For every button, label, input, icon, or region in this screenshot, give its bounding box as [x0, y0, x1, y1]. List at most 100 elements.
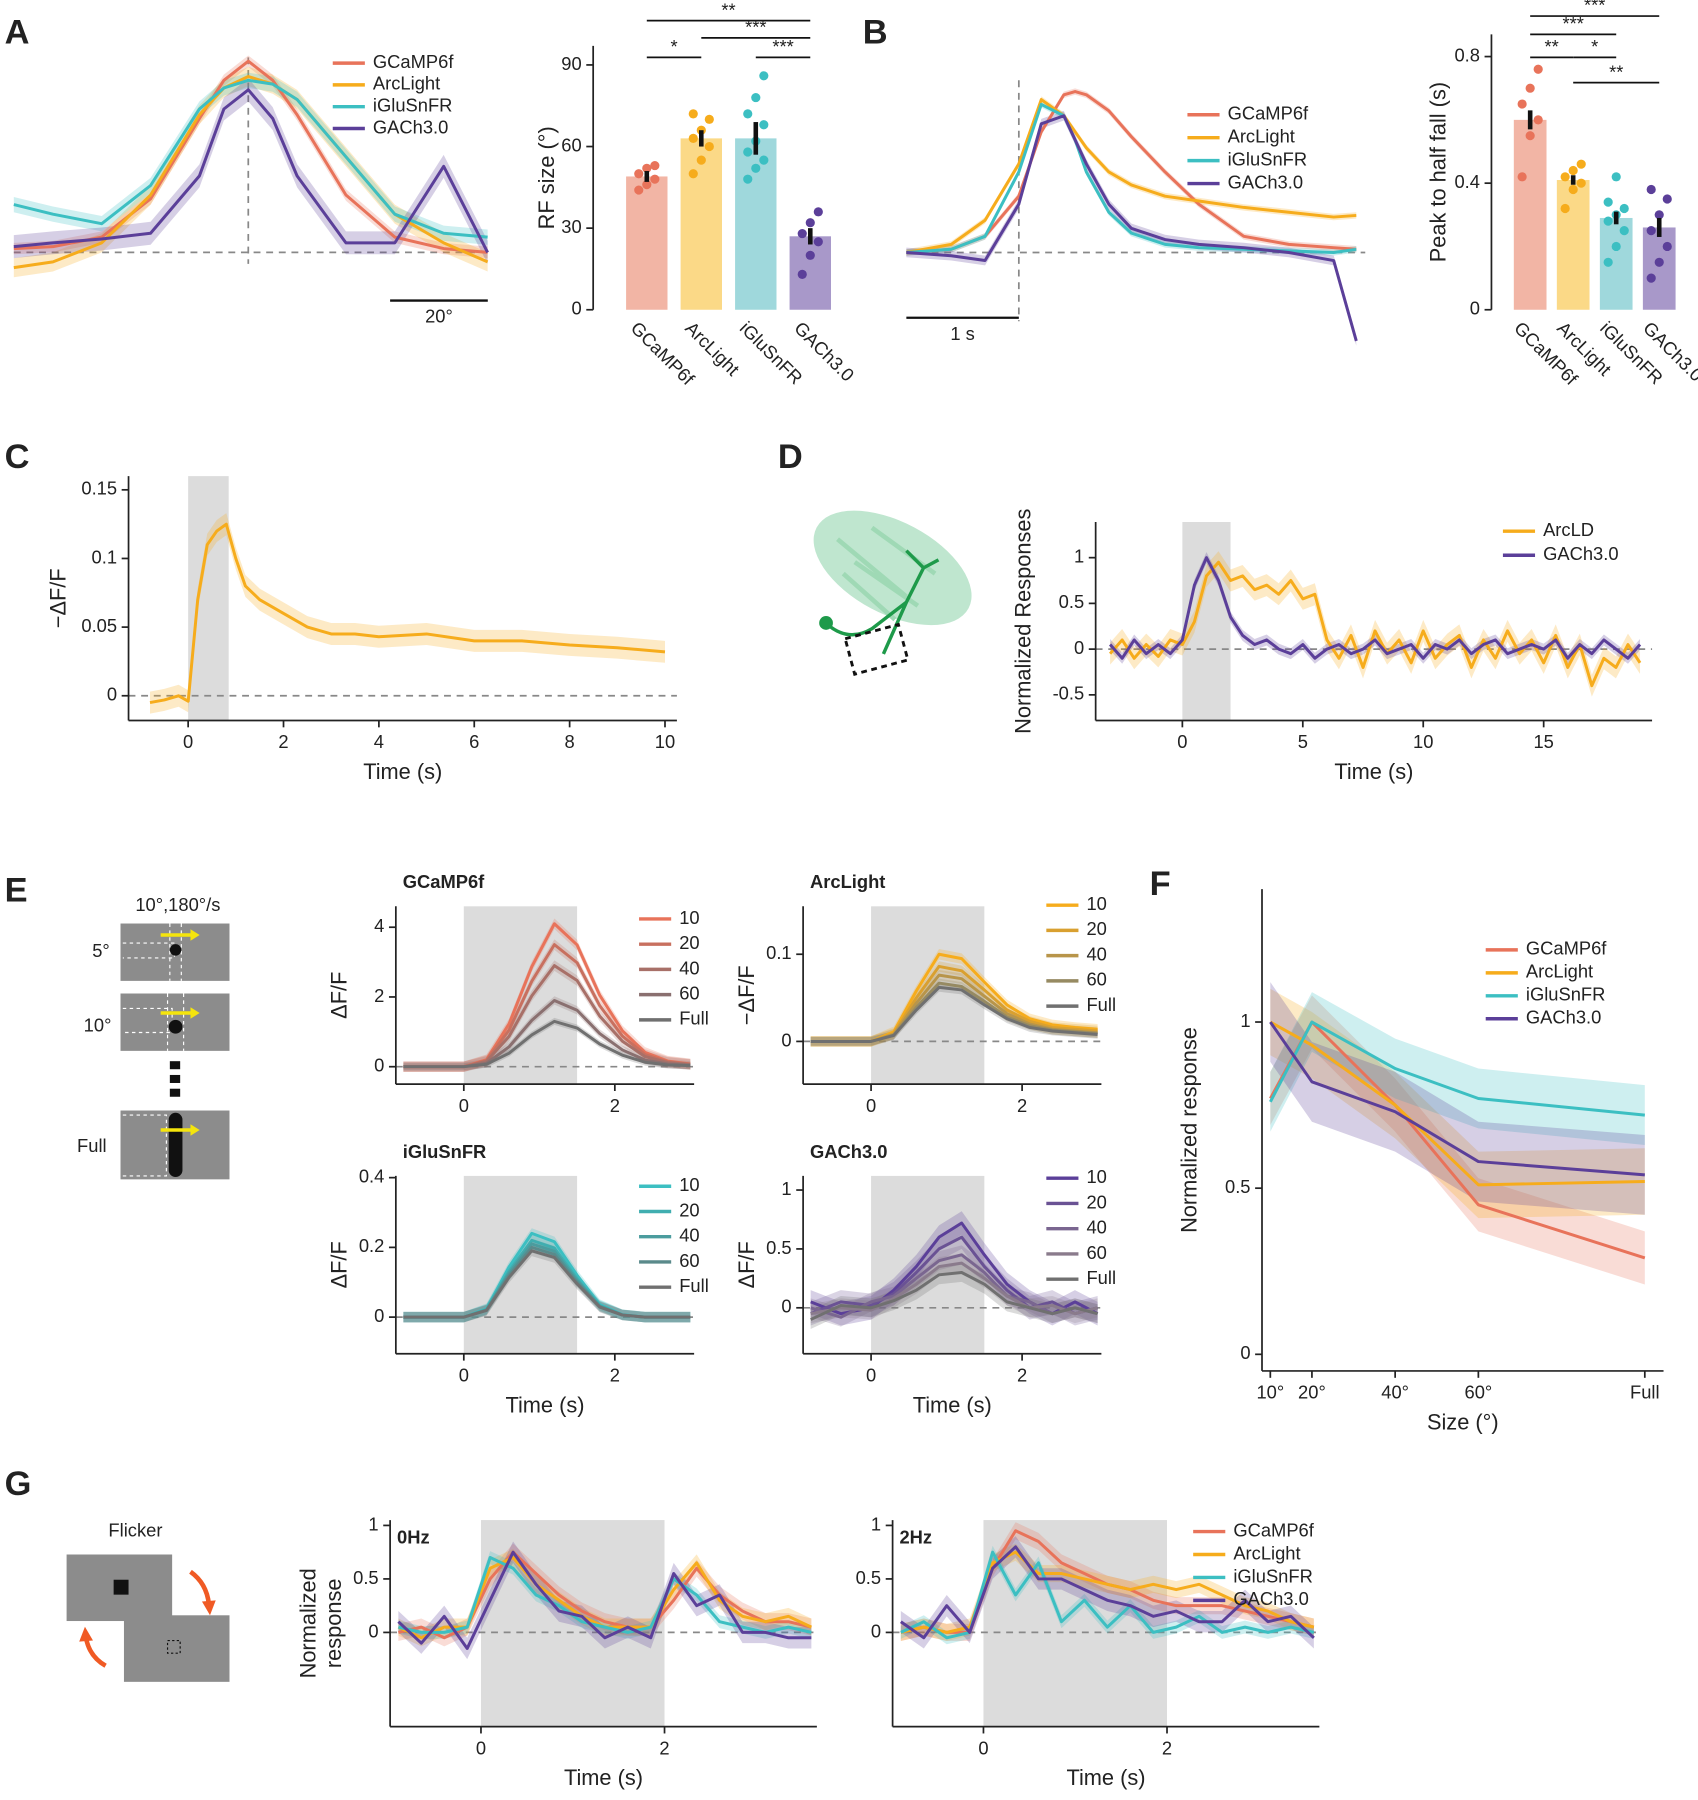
data-point: [743, 147, 753, 157]
y-tick-label: 0.5: [1225, 1176, 1251, 1197]
error-band: [13, 66, 488, 278]
y-tick-label: 0: [1074, 637, 1084, 658]
data-point: [1619, 226, 1629, 236]
series-line: [1108, 556, 1642, 660]
x-axis-label: Time (s): [1066, 1765, 1145, 1790]
series-line: [13, 59, 488, 254]
ellipsis: [169, 1088, 181, 1097]
legend-label: 10: [679, 1174, 699, 1195]
data-point: [805, 250, 815, 260]
series-line: [906, 98, 1357, 254]
flicker-arrow: [189, 1569, 212, 1605]
y-axis-label: −ΔF/F: [734, 965, 759, 1025]
data-point: [1611, 241, 1621, 252]
y-tick-label: 0.05: [81, 615, 117, 636]
error-band: [403, 1238, 691, 1323]
series-line: [899, 1545, 1315, 1640]
data-point: [1662, 194, 1672, 204]
significance-label: **: [1609, 61, 1623, 82]
x-tick-label: 0: [476, 1737, 486, 1758]
x-tick-label: 40°: [1381, 1382, 1409, 1403]
data-point: [650, 174, 660, 184]
stim-square: [113, 1579, 129, 1595]
legend-label: ArcLight: [1233, 1542, 1300, 1563]
x-axis-label: Time (s): [1334, 759, 1413, 784]
stimulus-shade: [188, 476, 229, 721]
data-point: [1646, 184, 1656, 195]
y-tick-label: 0.5: [353, 1567, 379, 1588]
bar: [1556, 179, 1590, 310]
data-point: [1654, 210, 1664, 220]
legend-label: 10: [1086, 893, 1106, 914]
legend-label: GCaMP6f: [1526, 938, 1607, 959]
significance-label: ***: [745, 17, 766, 38]
x-tick-label: 5: [1298, 731, 1308, 752]
legend-label: Full: [1086, 1267, 1116, 1288]
panel-label: B: [863, 14, 888, 52]
y-axis-label: ΔF/F: [327, 972, 352, 1019]
diagram-label: 10°: [84, 1015, 112, 1036]
data-point: [751, 163, 761, 173]
data-point: [1560, 172, 1570, 182]
significance-label: **: [721, 0, 735, 20]
error-band: [398, 1543, 812, 1647]
soma: [819, 616, 833, 630]
data-point: [743, 109, 753, 119]
stimulus-shade: [1182, 521, 1231, 721]
significance-label: ***: [1584, 0, 1605, 16]
legend-label: iGluSnFR: [373, 95, 453, 116]
stim-dot: [168, 1019, 183, 1034]
y-axis-label: Normalized response: [1177, 1027, 1202, 1233]
series-line: [810, 985, 1098, 1043]
data-point: [813, 237, 823, 247]
x-axis-label: Time (s): [505, 1392, 584, 1417]
significance-label: *: [1591, 36, 1598, 57]
error-band: [810, 1263, 1098, 1329]
x-tick-label: 2: [610, 1365, 620, 1386]
series-line: [1269, 1020, 1645, 1117]
bar: [1642, 227, 1676, 310]
series-line: [403, 1019, 691, 1069]
series-line: [1269, 1020, 1645, 1187]
y-tick-label: 0.1: [92, 546, 118, 567]
x-tick-label: 0: [459, 1365, 469, 1386]
x-tick-label: 4: [374, 731, 384, 752]
x-axis-label: Size (°): [1427, 1409, 1499, 1434]
data-point: [642, 180, 652, 190]
y-tick-label: 0.2: [359, 1235, 385, 1256]
diagram-title: 10°,180°/s: [135, 894, 220, 915]
legend-label: 60: [679, 1250, 699, 1271]
legend-label: Full: [1086, 994, 1116, 1015]
chart-title: iGluSnFR: [403, 1141, 487, 1162]
legend-label: 40: [679, 957, 699, 978]
series-line: [1269, 1021, 1645, 1177]
series-line: [810, 1261, 1098, 1316]
y-axis-label: Normalized: [296, 1568, 321, 1678]
legend-label: GCaMP6f: [1228, 103, 1309, 124]
legend-label: GACh3.0: [1233, 1588, 1308, 1609]
stim-screen: [123, 1615, 230, 1682]
data-point: [1654, 257, 1664, 267]
data-point: [1560, 203, 1570, 214]
y-tick-label: 1: [871, 1513, 881, 1534]
data-point: [743, 174, 753, 184]
y-tick-label: 1: [1240, 1010, 1250, 1031]
y-tick-label: 4: [374, 915, 384, 936]
x-axis-label: Time (s): [913, 1392, 992, 1417]
significance-label: **: [1545, 36, 1559, 57]
neuron-diagram: [813, 510, 972, 676]
data-point: [1646, 273, 1656, 283]
x-tick-label: 2: [1162, 1737, 1172, 1758]
x-tick-label: 2: [1017, 1095, 1027, 1116]
error-band: [403, 1228, 691, 1323]
error-band: [403, 918, 691, 1072]
panel-label: E: [5, 872, 28, 910]
panel-label: G: [5, 1465, 32, 1503]
data-point: [1576, 159, 1586, 169]
data-point: [1533, 115, 1543, 125]
x-tick-label: 2: [610, 1095, 620, 1116]
data-point: [704, 141, 714, 152]
y-tick-label: 0: [374, 1305, 384, 1326]
data-point: [642, 163, 652, 173]
data-point: [1568, 165, 1578, 176]
